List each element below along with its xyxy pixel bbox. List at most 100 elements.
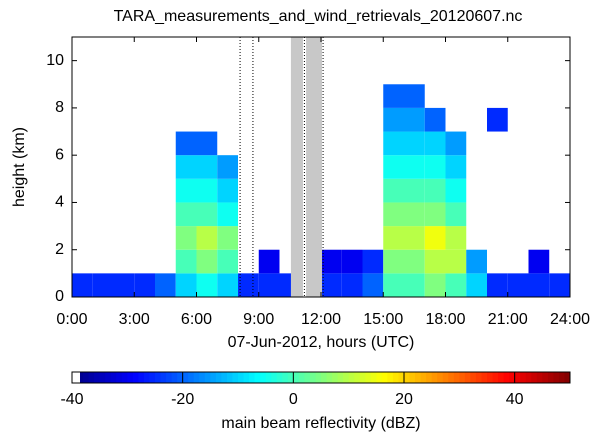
- cell: [487, 107, 508, 132]
- colorbar-swatch: [160, 372, 167, 383]
- colorbar-swatch: [254, 372, 261, 383]
- colorbar-swatch: [215, 372, 222, 383]
- data-gap: [290, 37, 303, 297]
- colorbar-swatch: [470, 372, 477, 383]
- cell: [72, 273, 93, 297]
- colorbar-swatch: [293, 372, 300, 383]
- y-tick-label: 8: [55, 99, 64, 116]
- cell: [445, 249, 467, 274]
- colorbar-swatch: [94, 372, 101, 383]
- colorbar-label: main beam reflectivity (dBZ): [221, 415, 420, 432]
- cell: [383, 107, 404, 132]
- colorbar-swatch: [558, 372, 565, 383]
- cell: [383, 178, 404, 203]
- colorbar-swatch: [171, 372, 178, 383]
- cell: [362, 249, 384, 274]
- colorbar-under: [72, 372, 80, 383]
- colorbar-swatch: [376, 372, 383, 383]
- cell: [383, 202, 404, 227]
- cell: [196, 202, 218, 227]
- colorbar-swatch: [177, 372, 184, 383]
- colorbar-swatch: [453, 372, 460, 383]
- cell: [134, 273, 155, 297]
- cell: [383, 131, 404, 156]
- colorbar-swatch: [166, 372, 173, 383]
- cell: [383, 155, 404, 179]
- colorbar-swatch: [359, 372, 366, 383]
- cell: [424, 178, 446, 203]
- colorbar-tick-label: 0: [289, 391, 298, 408]
- cell: [424, 249, 446, 274]
- colorbar-swatch: [536, 372, 543, 383]
- cell: [175, 178, 197, 203]
- colorbar-swatch: [387, 372, 394, 383]
- colorbar-swatch: [127, 372, 134, 383]
- colorbar-swatch: [298, 372, 305, 383]
- cell: [404, 273, 425, 297]
- y-tick-label: 10: [46, 52, 64, 69]
- colorbar-swatch: [564, 372, 571, 383]
- colorbar-swatch: [553, 372, 560, 383]
- colorbar-swatch: [110, 372, 117, 383]
- colorbar-swatch: [332, 372, 339, 383]
- colorbar-swatch: [354, 372, 361, 383]
- x-tick-label: 3:00: [119, 311, 150, 328]
- colorbar-swatch: [232, 372, 239, 383]
- colorbar-tick-label: -20: [171, 391, 194, 408]
- x-tick-label: 9:00: [243, 311, 274, 328]
- cell: [258, 249, 280, 274]
- x-tick-label: 21:00: [488, 311, 528, 328]
- y-tick-label: 6: [55, 146, 64, 163]
- cell: [528, 273, 550, 297]
- cell: [175, 273, 197, 297]
- colorbar-swatch: [409, 372, 416, 383]
- colorbar-swatch: [276, 372, 283, 383]
- cell: [404, 107, 425, 132]
- cell: [321, 273, 342, 297]
- cell: [445, 131, 467, 156]
- colorbar-swatch: [99, 372, 106, 383]
- x-tick-label: 24:00: [550, 311, 590, 328]
- cell: [175, 155, 197, 179]
- colorbar-swatch: [243, 372, 250, 383]
- colorbar-swatch: [348, 372, 355, 383]
- cell: [404, 249, 425, 274]
- cell: [445, 155, 467, 179]
- colorbar-swatch: [132, 372, 139, 383]
- cell: [175, 249, 197, 274]
- cell: [424, 155, 446, 179]
- colorbar-swatch: [221, 372, 228, 383]
- cell: [362, 273, 384, 297]
- colorbar-swatch: [77, 372, 84, 383]
- colorbar-swatch: [304, 372, 311, 383]
- colorbar-swatch: [315, 372, 322, 383]
- cell: [466, 273, 487, 297]
- colorbar-swatch: [514, 372, 521, 383]
- colorbar-swatch: [226, 372, 233, 383]
- cell: [341, 249, 363, 274]
- colorbar-tick-label: 20: [395, 391, 413, 408]
- colorbar-swatch: [503, 372, 510, 383]
- cell: [155, 273, 176, 297]
- cell: [424, 202, 446, 227]
- colorbar-swatch: [381, 372, 388, 383]
- colorbar-swatch: [88, 372, 95, 383]
- cell: [424, 131, 446, 156]
- cell: [549, 273, 570, 297]
- cell: [92, 273, 114, 297]
- colorbar-swatch: [138, 372, 145, 383]
- x-tick-label: 18:00: [425, 311, 465, 328]
- colorbar-swatch: [337, 372, 344, 383]
- colorbar-swatch: [116, 372, 123, 383]
- colorbar-swatch: [343, 372, 350, 383]
- cell: [258, 273, 280, 297]
- cell: [321, 249, 342, 274]
- colorbar-swatch: [188, 372, 195, 383]
- colorbar-swatch: [326, 372, 333, 383]
- cell: [217, 178, 238, 203]
- colorbar-swatch: [271, 372, 278, 383]
- cell: [175, 131, 197, 156]
- cell: [445, 273, 467, 297]
- colorbar-tick-label: -40: [60, 391, 83, 408]
- cell: [404, 131, 425, 156]
